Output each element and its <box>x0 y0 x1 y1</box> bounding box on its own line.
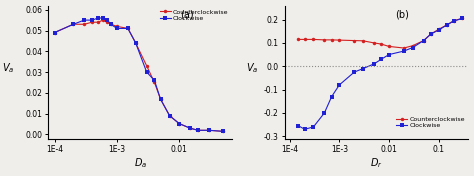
Clockwise <box>82 19 87 21</box>
Clockwise <box>371 63 377 65</box>
Clockwise <box>428 33 434 35</box>
Counterclockwise <box>195 129 201 131</box>
Counterclockwise <box>386 45 392 48</box>
Counterclockwise <box>321 39 327 41</box>
Clockwise <box>459 17 465 20</box>
Counterclockwise <box>351 40 357 42</box>
Counterclockwise <box>104 21 110 23</box>
Counterclockwise <box>152 81 157 84</box>
Counterclockwise <box>428 33 434 35</box>
Clockwise <box>195 129 201 131</box>
Clockwise <box>401 50 407 52</box>
Clockwise <box>95 17 101 19</box>
Counterclockwise <box>310 38 316 40</box>
Line: Counterclockwise: Counterclockwise <box>297 17 464 50</box>
Y-axis label: $V_a$: $V_a$ <box>2 61 14 75</box>
Clockwise <box>176 123 182 125</box>
Legend: Counterclockwise, Clockwise: Counterclockwise, Clockwise <box>159 9 229 22</box>
Clockwise <box>206 129 212 131</box>
Clockwise <box>89 19 95 21</box>
Counterclockwise <box>459 17 465 20</box>
Counterclockwise <box>187 127 193 129</box>
Clockwise <box>152 79 157 81</box>
Clockwise <box>220 130 226 132</box>
Counterclockwise <box>71 23 76 25</box>
Clockwise <box>436 29 441 31</box>
Clockwise <box>108 23 114 25</box>
Clockwise <box>158 98 164 100</box>
Clockwise <box>114 27 120 30</box>
Counterclockwise <box>158 98 164 100</box>
Clockwise <box>125 27 131 30</box>
Counterclockwise <box>82 23 87 25</box>
Counterclockwise <box>451 20 456 22</box>
Line: Clockwise: Clockwise <box>53 16 225 133</box>
Counterclockwise <box>360 40 366 42</box>
Counterclockwise <box>144 65 149 67</box>
Clockwise <box>302 128 308 130</box>
Clockwise <box>329 96 335 98</box>
Text: (a): (a) <box>181 10 194 20</box>
Counterclockwise <box>100 19 106 21</box>
Counterclockwise <box>337 39 342 41</box>
Clockwise <box>337 84 342 86</box>
Clockwise <box>71 23 76 25</box>
Counterclockwise <box>108 23 114 25</box>
Clockwise <box>351 71 357 73</box>
Clockwise <box>144 71 149 73</box>
Counterclockwise <box>52 32 57 34</box>
Counterclockwise <box>302 38 308 40</box>
X-axis label: $D_r$: $D_r$ <box>370 157 383 170</box>
Clockwise <box>310 126 316 128</box>
Clockwise <box>321 112 327 114</box>
Clockwise <box>410 46 416 49</box>
Counterclockwise <box>378 43 384 45</box>
Counterclockwise <box>445 24 450 26</box>
Counterclockwise <box>167 115 173 117</box>
Counterclockwise <box>206 129 212 131</box>
Counterclockwise <box>371 42 377 44</box>
Clockwise <box>187 127 193 129</box>
Legend: Counterclockwise, Clockwise: Counterclockwise, Clockwise <box>395 116 465 129</box>
Counterclockwise <box>114 25 120 27</box>
Counterclockwise <box>89 21 95 23</box>
Counterclockwise <box>133 42 138 44</box>
Text: (b): (b) <box>395 10 409 20</box>
Counterclockwise <box>401 47 407 49</box>
Counterclockwise <box>296 38 301 40</box>
Counterclockwise <box>410 45 416 47</box>
Clockwise <box>451 20 456 22</box>
Clockwise <box>378 58 384 60</box>
Clockwise <box>104 19 110 21</box>
Counterclockwise <box>329 39 335 41</box>
Line: Counterclockwise: Counterclockwise <box>53 18 225 133</box>
Line: Clockwise: Clockwise <box>297 17 464 131</box>
Counterclockwise <box>176 123 182 125</box>
Counterclockwise <box>95 21 101 23</box>
Counterclockwise <box>220 130 226 132</box>
Clockwise <box>360 68 366 70</box>
Clockwise <box>100 17 106 19</box>
Clockwise <box>133 42 138 44</box>
Clockwise <box>386 54 392 56</box>
Clockwise <box>445 24 450 26</box>
Clockwise <box>421 40 427 42</box>
Clockwise <box>296 125 301 127</box>
Clockwise <box>167 115 173 117</box>
X-axis label: $D_a$: $D_a$ <box>134 157 147 170</box>
Y-axis label: $V_a$: $V_a$ <box>246 61 258 75</box>
Counterclockwise <box>436 28 441 30</box>
Counterclockwise <box>421 40 427 42</box>
Counterclockwise <box>125 27 131 30</box>
Clockwise <box>52 32 57 34</box>
